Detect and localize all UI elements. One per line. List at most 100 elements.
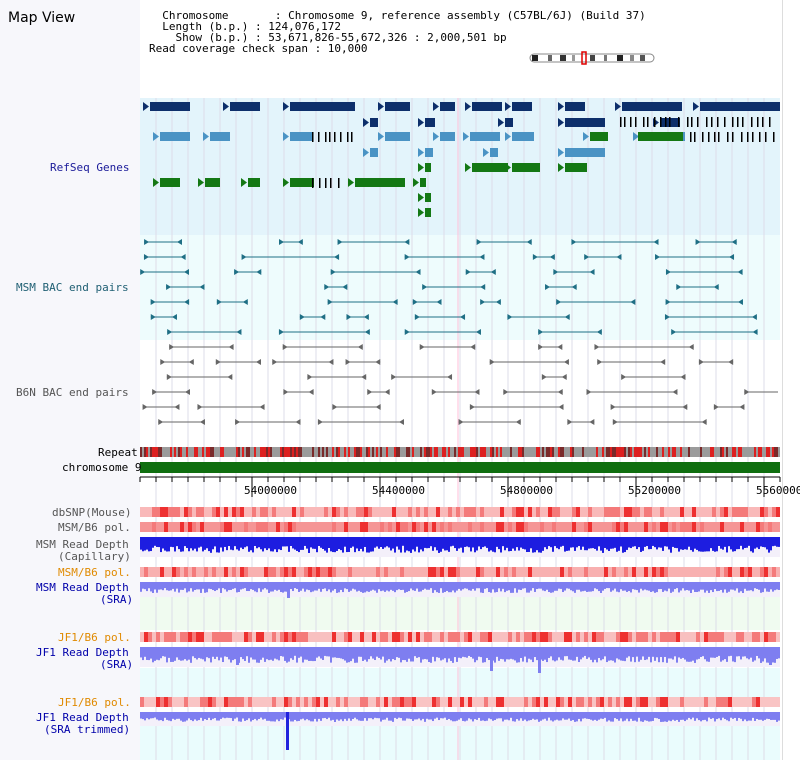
depth-bar [168, 647, 170, 658]
depth-bar [422, 582, 424, 590]
heat-cell [196, 522, 200, 532]
depth-bar [406, 582, 408, 592]
depth-bar [168, 712, 170, 721]
repeat-element [644, 447, 646, 457]
depth-bar [526, 712, 528, 722]
depth-bar [658, 647, 660, 663]
heat-cell [644, 632, 648, 642]
heat-cell [704, 632, 708, 642]
msm-sra-depth-track[interactable] [140, 582, 780, 598]
jf1-b6-pol2-heat-track[interactable] [140, 697, 780, 707]
heat-cell [500, 567, 504, 577]
heat-cell [284, 522, 288, 532]
depth-bar [174, 537, 176, 552]
heat-cell [280, 522, 284, 532]
depth-bar [556, 712, 558, 720]
heat-cell [308, 522, 312, 532]
exon-tick [687, 117, 689, 127]
exon-tick [340, 132, 342, 142]
depth-bar [370, 582, 372, 591]
depth-bar [356, 647, 358, 663]
heat-cell [392, 697, 396, 707]
b6n-bac-track[interactable] [142, 344, 800, 425]
depth-bar [590, 582, 592, 592]
depth-bar [232, 582, 234, 589]
depth-bar [536, 712, 538, 720]
depth-bar [402, 647, 404, 661]
depth-bar [678, 582, 680, 593]
refseq-genes-track[interactable] [143, 102, 780, 217]
jf1-trimmed-depth-track[interactable] [140, 712, 780, 750]
depth-bar [776, 582, 778, 590]
heat-cell [688, 567, 692, 577]
depth-bar [184, 582, 186, 589]
heat-cell [772, 632, 776, 642]
heat-cell [140, 507, 144, 517]
depth-bar [426, 537, 428, 549]
heat-cell [700, 507, 704, 517]
depth-bar [192, 582, 194, 592]
heat-cell [216, 632, 220, 642]
depth-bar [260, 647, 262, 660]
dbsnp-heat-track[interactable] [140, 507, 780, 517]
depth-bar [344, 582, 346, 589]
repeat-element [552, 447, 554, 457]
depth-bar [434, 647, 436, 662]
heat-cell [172, 697, 176, 707]
depth-bar [220, 582, 222, 593]
depth-bar [572, 712, 574, 721]
depth-bar [584, 582, 586, 591]
heat-cell [312, 697, 316, 707]
strand-arrow [418, 148, 424, 157]
msm-b6-pol-heat-track[interactable] [140, 522, 780, 532]
chromosome-ideogram[interactable] [529, 51, 655, 65]
bac-end-arrow [272, 359, 278, 365]
heat-cell [216, 567, 220, 577]
depth-bar [762, 537, 764, 547]
msm-b6-pol2-heat-track[interactable] [140, 567, 780, 577]
heat-cell [352, 507, 356, 517]
label-refseq-genes: RefSeq Genes [50, 161, 130, 174]
depth-bar [310, 647, 312, 661]
heat-cell [628, 567, 632, 577]
heat-cell [632, 567, 636, 577]
label-jf1-b6-pol: JF1/B6 pol. [58, 631, 131, 644]
heat-cell [552, 697, 556, 707]
heat-cell [304, 567, 308, 577]
scroll-gutter[interactable] [782, 0, 800, 760]
depth-bar [656, 712, 658, 719]
depth-bar [734, 582, 736, 591]
repeat-element [260, 447, 262, 457]
depth-bar [496, 712, 498, 719]
heat-cell [408, 567, 412, 577]
repeat-element [186, 447, 188, 457]
depth-bar [464, 712, 466, 722]
heat-cell [252, 632, 256, 642]
gene-block [470, 132, 500, 141]
jf1-sra-depth-track[interactable] [140, 647, 780, 673]
depth-bar [530, 712, 532, 721]
msm-capillary-depth-track[interactable] [140, 537, 780, 557]
repeat-track[interactable] [140, 447, 780, 457]
depth-bar [606, 647, 608, 663]
depth-bar [184, 537, 186, 547]
depth-bar [624, 537, 626, 553]
heat-cell [428, 632, 432, 642]
jf1-b6-pol-heat-track[interactable] [140, 632, 780, 642]
bac-end-arrow [538, 344, 544, 350]
heat-cell [508, 697, 512, 707]
depth-bar [692, 712, 694, 718]
depth-bar [558, 582, 560, 589]
msm-bac-track[interactable] [140, 239, 758, 335]
depth-bar [560, 537, 562, 547]
heat-cell [148, 697, 152, 707]
heat-cell [168, 697, 172, 707]
heat-cell [360, 507, 364, 517]
depth-bar [544, 647, 546, 660]
bac-end-arrow [144, 239, 150, 245]
heat-cell [320, 567, 324, 577]
depth-bar [374, 582, 376, 591]
depth-bar [290, 582, 292, 589]
heat-cell [160, 522, 164, 532]
